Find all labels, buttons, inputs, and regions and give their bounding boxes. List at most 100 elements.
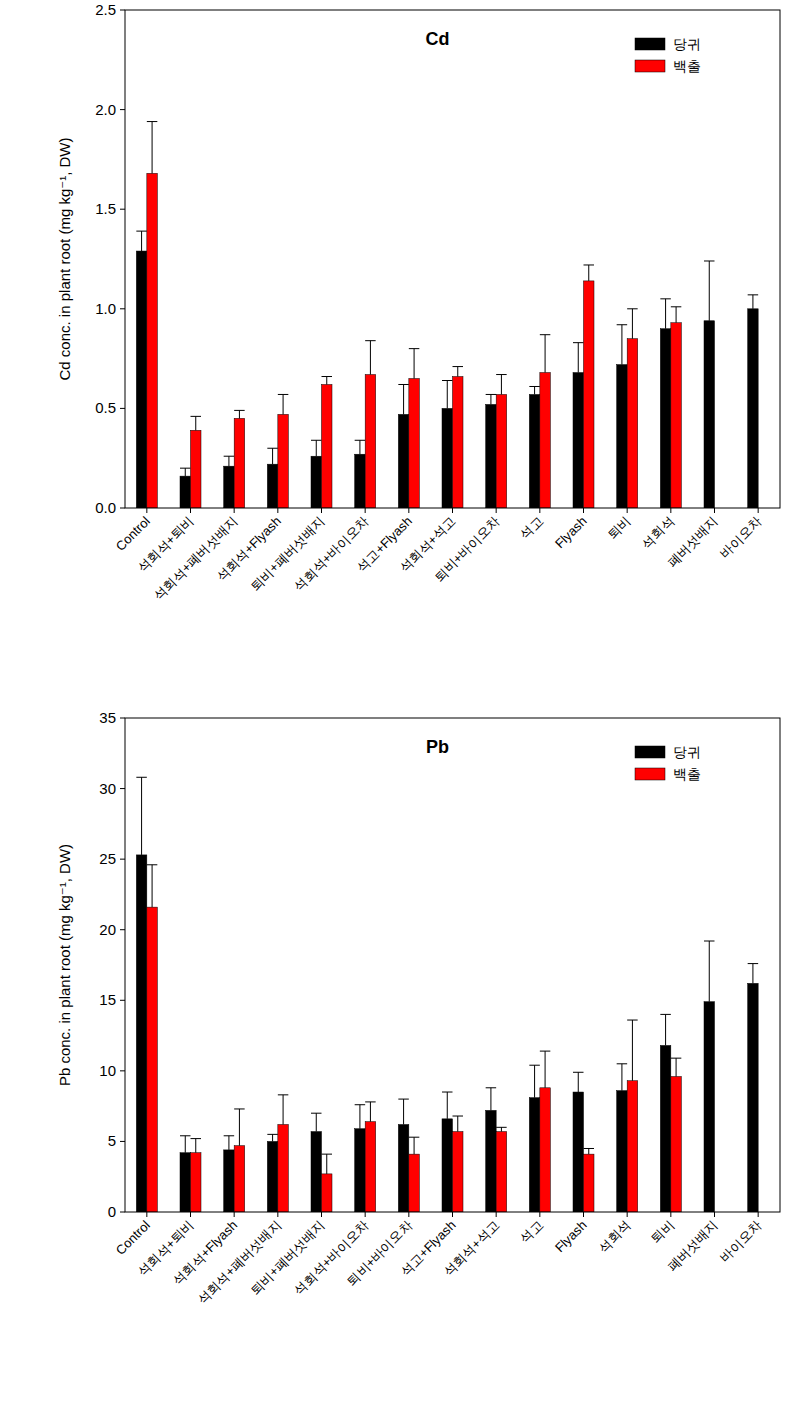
legend: 당귀백출	[635, 36, 701, 74]
x-tick-label: 석회석+바이오차	[291, 514, 371, 594]
error-bar	[355, 1105, 366, 1129]
error-bar	[540, 1051, 551, 1088]
bar	[748, 983, 759, 1212]
x-tick-label: 석고	[517, 1218, 546, 1247]
x-tick	[146, 1212, 147, 1217]
y-tick-label: 25	[99, 850, 116, 867]
x-tick-label: 바이오차	[717, 514, 764, 561]
x-tick	[408, 508, 409, 513]
bar	[540, 373, 551, 508]
error-bar	[660, 1014, 671, 1045]
x-tick-label: 석고	[517, 514, 546, 543]
error-bar	[191, 1139, 202, 1153]
bar	[584, 281, 595, 508]
plot-frame	[125, 718, 780, 1212]
x-tick	[583, 508, 584, 513]
error-bar	[365, 341, 376, 375]
error-bar	[529, 386, 540, 394]
bar	[311, 456, 322, 508]
bar	[224, 466, 235, 508]
bar	[409, 1154, 420, 1212]
y-axis-label: Cd conc. in plant root (mg kg⁻¹, DW)	[56, 138, 73, 381]
error-bar	[322, 377, 333, 385]
y-tick-label: 5	[108, 1132, 116, 1149]
bar	[704, 321, 715, 508]
x-tick	[277, 1212, 278, 1217]
bar	[660, 329, 671, 508]
bar	[529, 1098, 540, 1212]
bar	[617, 365, 628, 508]
error-bar	[617, 325, 628, 365]
x-tick-label: 석회석	[639, 514, 677, 552]
legend-swatch	[635, 60, 665, 72]
x-tick-label: 퇴비+폐버섯배지	[247, 1218, 327, 1298]
x-tick	[758, 1212, 759, 1217]
x-tick-label: Control	[113, 513, 153, 553]
error-bar	[355, 440, 366, 454]
x-tick	[321, 508, 322, 513]
error-bar	[409, 1137, 420, 1154]
x-tick	[190, 508, 191, 513]
error-bar	[442, 1092, 453, 1119]
bar	[453, 1132, 464, 1212]
y-tick-label: 10	[99, 1062, 116, 1079]
bar	[584, 1154, 595, 1212]
error-bar	[311, 1113, 322, 1131]
error-bar	[311, 440, 322, 456]
y-tick-label: 0	[108, 1203, 116, 1220]
legend-label: 당귀	[673, 36, 701, 52]
bar	[486, 1110, 497, 1212]
legend-swatch	[635, 768, 665, 780]
error-bar	[136, 777, 147, 855]
error-bar	[147, 122, 158, 174]
x-tick	[452, 508, 453, 513]
x-tick	[452, 1212, 453, 1217]
x-tick-label: 석회석	[595, 1218, 633, 1256]
bar	[234, 418, 245, 508]
error-bar	[398, 1099, 409, 1124]
bar	[529, 394, 540, 508]
bar	[627, 1081, 638, 1212]
y-tick-label: 2.5	[95, 1, 116, 18]
x-tick-label: 폐버섯배지	[664, 1218, 721, 1275]
x-tick-label: 석회석+폐버섯배지	[151, 514, 241, 604]
y-tick-label: 1.0	[95, 300, 116, 317]
y-tick	[120, 1070, 125, 1071]
bar	[365, 1122, 376, 1212]
y-tick-label: 0.5	[95, 399, 116, 416]
y-tick	[120, 1141, 125, 1142]
bar	[147, 173, 158, 508]
error-bar	[627, 1020, 638, 1081]
bar	[180, 1153, 191, 1212]
bar	[409, 379, 420, 508]
figure: 0.00.51.01.52.02.5Control석회석+퇴비석회석+폐버섯배지…	[0, 0, 800, 1414]
y-tick-label: 2.0	[95, 101, 116, 118]
error-bar	[627, 309, 638, 339]
y-tick-label: 15	[99, 991, 116, 1008]
x-tick	[714, 508, 715, 513]
error-bar	[453, 367, 464, 377]
bar	[442, 408, 453, 508]
x-tick-label: 석회석+석고	[440, 1218, 502, 1280]
x-tick-label: Flyash	[552, 1218, 590, 1256]
error-bar	[180, 468, 191, 476]
x-tick	[670, 508, 671, 513]
x-tick-label: 폐버섯배지	[664, 514, 721, 571]
bar	[147, 907, 158, 1212]
bar	[322, 1174, 333, 1212]
x-tick	[146, 508, 147, 513]
error-bar	[409, 349, 420, 379]
error-bar	[180, 1136, 191, 1153]
x-tick	[408, 1212, 409, 1217]
x-tick	[714, 1212, 715, 1217]
y-tick-label: 20	[99, 921, 116, 938]
bar	[398, 414, 409, 508]
error-bar	[671, 1058, 682, 1076]
x-tick-label: 바이오차	[717, 1218, 764, 1265]
y-tick-label: 0.0	[95, 499, 116, 516]
error-bar	[147, 865, 158, 907]
error-bar	[617, 1064, 628, 1091]
y-tick	[120, 109, 125, 110]
bar	[496, 1132, 507, 1212]
y-tick	[120, 10, 125, 11]
